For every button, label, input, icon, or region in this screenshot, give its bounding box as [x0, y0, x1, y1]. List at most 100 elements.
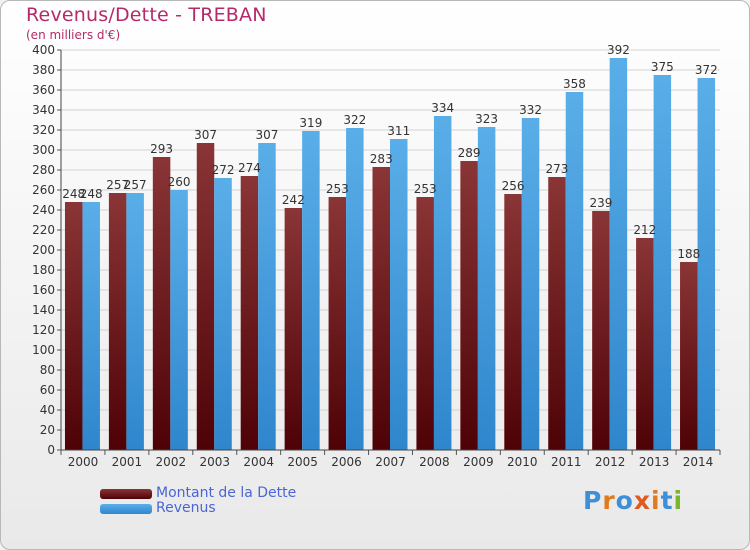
x-tick-label: 2013: [639, 455, 670, 469]
y-tick-label: 60: [40, 383, 55, 397]
y-tick-label: 20: [40, 423, 55, 437]
data-label-debt: 253: [326, 182, 349, 196]
bar-debt: [592, 211, 610, 450]
bar-revenue: [653, 75, 672, 450]
proxiti-logo: Proxiti: [583, 486, 683, 515]
y-tick-label: 80: [40, 363, 55, 377]
data-label-debt: 256: [502, 179, 525, 193]
legend-swatch-revenue: [100, 504, 152, 514]
y-tick-label: 120: [32, 323, 55, 337]
logo-letter: i: [651, 486, 661, 515]
y-tick-label: 40: [40, 403, 55, 417]
x-tick-label: 2011: [551, 455, 582, 469]
x-tick-label: 2005: [287, 455, 318, 469]
x-tick-label: 2000: [68, 455, 99, 469]
bar-debt: [504, 194, 522, 450]
logo-letter: o: [615, 486, 634, 515]
bar-debt: [636, 238, 654, 450]
data-label-revenue: 323: [475, 112, 498, 126]
y-tick-label: 300: [32, 143, 55, 157]
y-tick-label: 360: [32, 83, 55, 97]
bar-debt: [64, 202, 83, 450]
data-label-debt: 242: [282, 193, 305, 207]
y-tick-label: 400: [32, 43, 55, 57]
y-tick-label: 160: [32, 283, 55, 297]
bar-revenue: [697, 78, 716, 450]
y-tick-label: 220: [32, 223, 55, 237]
legend-label-debt: Montant de la Dette: [156, 485, 297, 501]
bar-debt: [196, 143, 215, 450]
chart-title: Revenus/Dette - TREBAN: [26, 4, 267, 26]
data-label-revenue: 358: [563, 77, 586, 91]
y-tick-label: 380: [32, 63, 55, 77]
x-tick-label: 2001: [112, 455, 143, 469]
bar-revenue: [214, 178, 232, 450]
y-tick-label: 0: [47, 443, 55, 457]
logo-letter: P: [583, 486, 603, 515]
data-label-debt: 253: [414, 182, 437, 196]
data-label-revenue: 392: [607, 43, 630, 57]
bar-revenue: [346, 128, 364, 450]
x-tick-label: 2009: [463, 455, 494, 469]
data-label-revenue: 272: [212, 163, 235, 177]
logo-letter: i: [673, 486, 684, 515]
bar-revenue: [302, 131, 320, 450]
data-label-revenue: 334: [431, 101, 454, 115]
data-label-debt: 248: [62, 187, 85, 201]
logo-letter: t: [660, 486, 674, 515]
bar-debt: [680, 262, 698, 450]
y-tick-label: 280: [32, 163, 55, 177]
bar-revenue: [390, 139, 408, 450]
data-label-revenue: 248: [80, 187, 103, 201]
data-label-debt: 257: [106, 178, 129, 192]
data-label-revenue: 260: [168, 175, 191, 189]
bar-debt: [152, 157, 171, 450]
bar-debt: [240, 176, 259, 450]
data-label-debt: 212: [633, 223, 656, 237]
legend-swatch-debt: [100, 489, 152, 499]
chart-subtitle: (en milliers d'€): [26, 28, 121, 42]
logo-letter: r: [602, 486, 616, 515]
x-tick-label: 2006: [331, 455, 362, 469]
y-tick-label: 260: [32, 183, 55, 197]
x-tick-label: 2007: [375, 455, 406, 469]
data-label-debt: 283: [370, 152, 393, 166]
y-tick-label: 200: [32, 243, 55, 257]
data-label-revenue: 322: [343, 113, 366, 127]
y-tick-label: 240: [32, 203, 55, 217]
bar-debt: [108, 193, 127, 450]
bar-revenue: [258, 143, 276, 450]
data-label-revenue: 257: [124, 178, 147, 192]
bar-debt: [460, 161, 478, 450]
bar-revenue: [521, 118, 540, 450]
bar-revenue: [609, 58, 628, 450]
logo-letter: x: [633, 486, 651, 515]
bar-revenue: [126, 193, 144, 450]
x-tick-label: 2003: [199, 455, 230, 469]
data-label-debt: 307: [194, 128, 217, 142]
bar-debt: [284, 208, 303, 450]
y-tick-label: 140: [32, 303, 55, 317]
data-label-revenue: 375: [651, 60, 674, 74]
x-tick-label: 2002: [156, 455, 187, 469]
legend-label-revenue: Revenus: [156, 500, 216, 516]
data-label-debt: 274: [238, 161, 261, 175]
bar-revenue: [565, 92, 584, 450]
bar-revenue: [170, 190, 188, 450]
data-label-revenue: 319: [299, 116, 322, 130]
bar-debt: [416, 197, 434, 450]
x-tick-label: 2008: [419, 455, 450, 469]
data-label-debt: 289: [458, 146, 481, 160]
bar-revenue: [82, 202, 100, 450]
data-label-revenue: 311: [387, 124, 410, 138]
bar-revenue: [477, 127, 496, 450]
data-label-debt: 273: [546, 162, 569, 176]
y-tick-label: 180: [32, 263, 55, 277]
y-tick-label: 100: [32, 343, 55, 357]
data-label-revenue: 307: [255, 128, 278, 142]
bar-revenue: [433, 116, 452, 450]
data-label-debt: 188: [677, 247, 700, 261]
y-tick-label: 340: [32, 103, 55, 117]
data-label-debt: 239: [589, 196, 612, 210]
